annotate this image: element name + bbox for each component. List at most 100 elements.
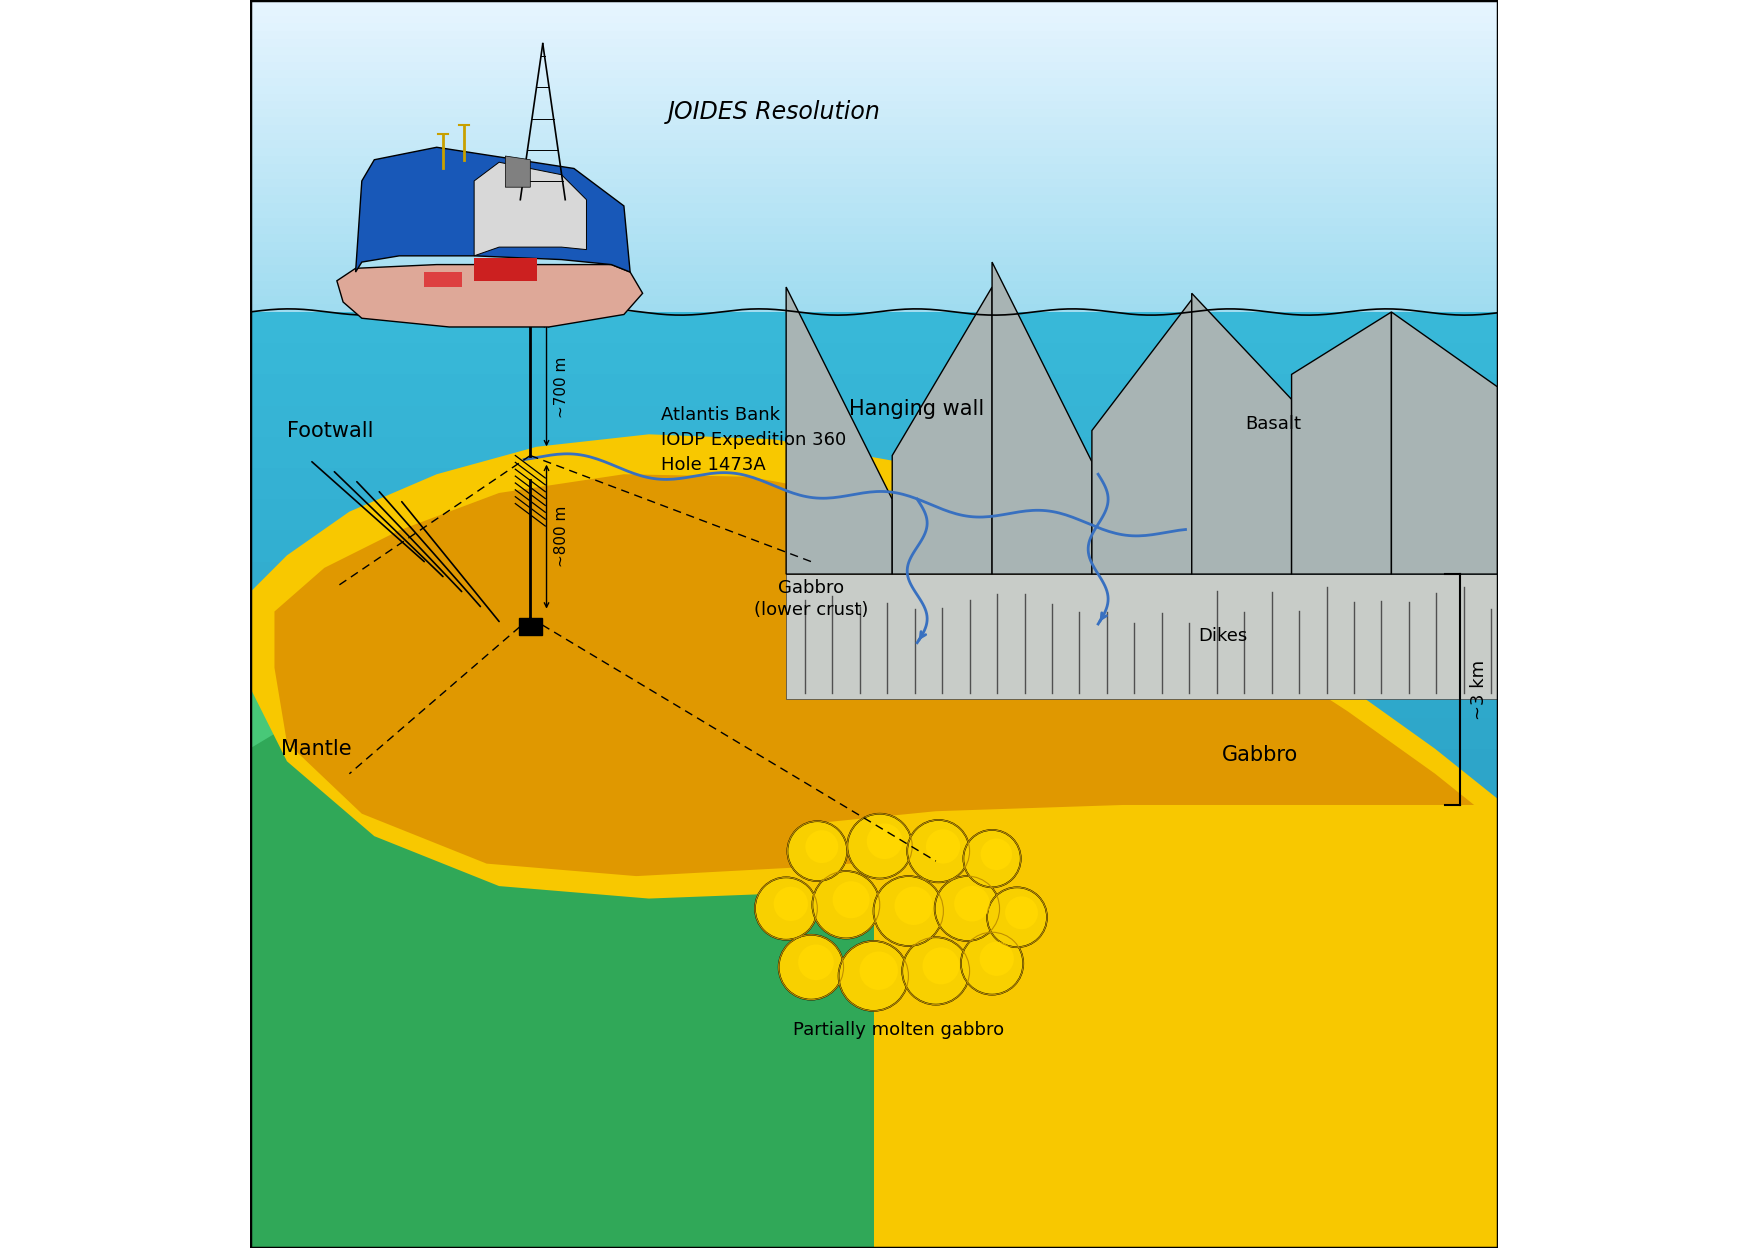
Bar <box>250 235 1497 242</box>
Bar <box>250 297 1497 305</box>
Bar <box>250 842 1497 874</box>
Bar <box>250 593 1497 624</box>
Bar <box>250 406 1497 437</box>
Polygon shape <box>1391 312 1497 574</box>
Polygon shape <box>893 287 992 574</box>
Polygon shape <box>992 262 1092 574</box>
Bar <box>250 195 1497 202</box>
Bar <box>519 618 542 635</box>
Text: ~800 m: ~800 m <box>554 505 570 568</box>
Text: Atlantis Bank
IODP Expedition 360
Hole 1473A: Atlantis Bank IODP Expedition 360 Hole 1… <box>662 406 847 473</box>
Bar <box>250 266 1497 273</box>
Bar <box>250 211 1497 218</box>
Bar <box>425 272 461 287</box>
Bar <box>250 312 1497 343</box>
Polygon shape <box>337 265 643 327</box>
Bar <box>250 250 1497 257</box>
Bar <box>250 905 1497 936</box>
Bar <box>250 686 1497 718</box>
Polygon shape <box>1291 312 1391 574</box>
Bar <box>250 70 1497 77</box>
Circle shape <box>963 830 1020 887</box>
Bar <box>250 0 1497 7</box>
Polygon shape <box>250 674 1223 1248</box>
Bar <box>250 257 1497 266</box>
Bar <box>250 149 1497 156</box>
Circle shape <box>833 881 870 919</box>
Bar <box>250 101 1497 109</box>
Circle shape <box>987 887 1046 947</box>
Text: Basalt: Basalt <box>1246 416 1302 433</box>
Bar <box>250 874 1497 905</box>
Bar <box>250 1030 1497 1061</box>
Bar <box>250 163 1497 171</box>
Bar <box>250 967 1497 998</box>
Text: Gabbro
(lower crust): Gabbro (lower crust) <box>755 579 868 619</box>
Circle shape <box>779 935 844 1000</box>
Bar <box>250 110 1497 117</box>
Bar <box>250 242 1497 250</box>
Bar <box>250 132 1497 140</box>
Circle shape <box>847 814 912 879</box>
Bar <box>250 305 1497 312</box>
Bar <box>250 1123 1497 1154</box>
Circle shape <box>980 941 1013 976</box>
Circle shape <box>980 839 1012 870</box>
Bar <box>250 780 1497 811</box>
Text: Footwall: Footwall <box>287 421 374 441</box>
Bar <box>250 811 1497 842</box>
Polygon shape <box>811 805 1497 886</box>
Bar <box>250 437 1497 468</box>
Circle shape <box>839 941 908 1011</box>
Bar <box>250 31 1497 39</box>
Polygon shape <box>786 287 893 574</box>
Bar <box>250 530 1497 562</box>
Bar <box>250 468 1497 499</box>
Circle shape <box>901 937 970 1005</box>
Bar <box>250 39 1497 46</box>
Bar <box>250 15 1497 24</box>
Bar <box>250 46 1497 55</box>
Circle shape <box>755 877 818 940</box>
Bar <box>250 273 1497 281</box>
Text: Dikes: Dikes <box>1198 628 1247 645</box>
Circle shape <box>867 824 903 859</box>
Polygon shape <box>250 434 1497 899</box>
Circle shape <box>788 821 847 881</box>
Bar <box>250 77 1497 86</box>
Circle shape <box>798 945 833 980</box>
Bar <box>250 171 1497 180</box>
Bar <box>250 718 1497 749</box>
Polygon shape <box>1191 293 1291 574</box>
Bar <box>786 574 1497 699</box>
Circle shape <box>922 947 959 985</box>
Bar <box>874 799 1497 1248</box>
Bar <box>250 86 1497 94</box>
Bar <box>250 55 1497 62</box>
Circle shape <box>874 876 943 946</box>
Bar <box>250 187 1497 195</box>
Bar <box>250 562 1497 593</box>
Bar <box>250 202 1497 211</box>
Bar <box>473 258 536 281</box>
Circle shape <box>935 876 999 941</box>
Bar <box>250 1186 1497 1217</box>
Text: Mantle: Mantle <box>281 739 351 759</box>
Polygon shape <box>274 474 1497 876</box>
Bar <box>250 140 1497 149</box>
Bar <box>250 936 1497 967</box>
Circle shape <box>860 951 898 990</box>
Text: Gabbro: Gabbro <box>1223 745 1298 765</box>
Circle shape <box>961 932 1024 995</box>
Polygon shape <box>505 156 531 187</box>
Text: Hanging wall: Hanging wall <box>849 399 984 419</box>
Bar <box>250 343 1497 374</box>
Bar <box>250 125 1497 132</box>
Bar <box>250 1217 1497 1248</box>
Polygon shape <box>250 524 1310 1248</box>
Bar <box>250 180 1497 187</box>
Text: JOIDES Resolution: JOIDES Resolution <box>667 100 880 125</box>
Bar <box>250 655 1497 686</box>
Circle shape <box>812 871 880 938</box>
Bar <box>250 117 1497 125</box>
